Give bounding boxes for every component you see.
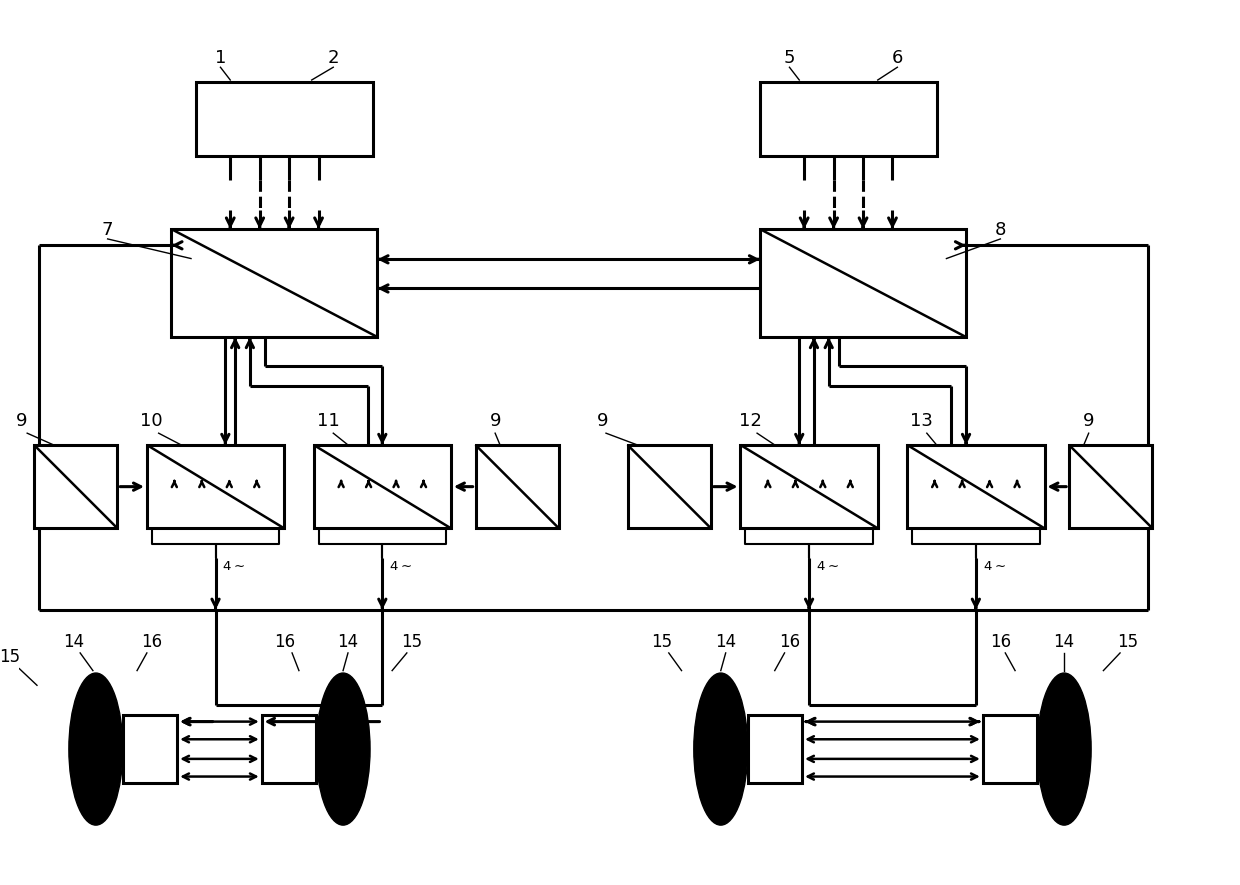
Text: 2: 2	[327, 50, 339, 67]
Bar	[748, 715, 802, 783]
Bar	[171, 229, 377, 337]
Text: 14: 14	[715, 633, 737, 651]
Text: $4\sim$: $4\sim$	[222, 559, 246, 573]
Ellipse shape	[1037, 673, 1091, 825]
Bar	[760, 82, 936, 156]
Text: $4\sim$: $4\sim$	[816, 559, 838, 573]
Bar	[627, 445, 711, 528]
Text: 15: 15	[402, 633, 423, 651]
Bar	[33, 445, 118, 528]
Text: 7: 7	[102, 221, 113, 239]
Text: $4\sim$: $4\sim$	[983, 559, 1006, 573]
Bar	[196, 82, 372, 156]
Bar	[123, 715, 177, 783]
Ellipse shape	[69, 673, 123, 825]
Bar	[475, 445, 559, 528]
Text: 9: 9	[16, 412, 27, 430]
Text: 14: 14	[337, 633, 358, 651]
Text: 12: 12	[739, 412, 761, 430]
Text: 5: 5	[784, 50, 795, 67]
Bar	[1069, 445, 1152, 528]
Text: 9: 9	[1083, 412, 1095, 430]
Text: 8: 8	[994, 221, 1006, 239]
Bar	[760, 229, 966, 337]
Text: 15: 15	[1117, 633, 1138, 651]
Text: 1: 1	[215, 50, 226, 67]
Text: 14: 14	[1054, 633, 1075, 651]
Bar	[262, 715, 316, 783]
Text: 9: 9	[490, 412, 501, 430]
Text: 16: 16	[274, 633, 295, 651]
Bar	[314, 445, 451, 528]
Bar	[740, 445, 878, 528]
Text: 16: 16	[990, 633, 1011, 651]
Bar	[983, 715, 1037, 783]
Text: 15: 15	[0, 648, 20, 666]
Text: 14: 14	[63, 633, 84, 651]
Text: $4\sim$: $4\sim$	[389, 559, 412, 573]
Text: 9: 9	[598, 412, 609, 430]
Text: 6: 6	[892, 50, 903, 67]
Text: 16: 16	[141, 633, 162, 651]
Bar	[908, 445, 1044, 528]
Bar	[146, 445, 284, 528]
Text: 10: 10	[140, 412, 164, 430]
Text: 11: 11	[317, 412, 340, 430]
Text: 15: 15	[651, 633, 672, 651]
Text: 16: 16	[779, 633, 800, 651]
Ellipse shape	[316, 673, 370, 825]
Text: 13: 13	[910, 412, 934, 430]
Ellipse shape	[694, 673, 748, 825]
